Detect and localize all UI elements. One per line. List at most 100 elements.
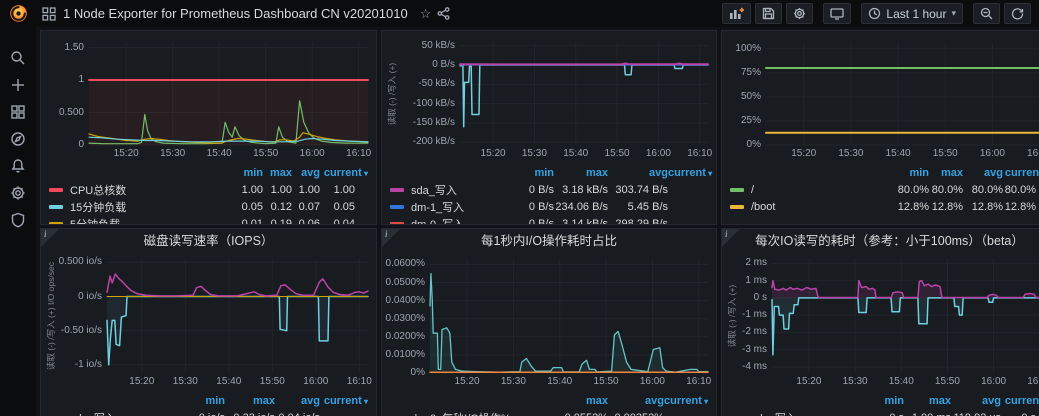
disk-iops-chart[interactable]: 0.500 io/s 0 io/s -0.50 io/s -1 io/s 15:20 15… xyxy=(41,251,376,391)
filesystem-chart[interactable]: 100% 75% 50% 25% 0% 15:20 15:30 15:40 15:50 16:00… xyxy=(722,31,1039,163)
chart-svg[interactable] xyxy=(382,31,716,163)
series-color-swatch[interactable] xyxy=(390,187,404,192)
sort-caret-icon: ▾ xyxy=(705,169,713,178)
legend-series-toggle[interactable]: dm-0_写入 xyxy=(390,216,514,224)
legend-col-max[interactable]: max xyxy=(928,395,951,407)
legend-series-toggle[interactable]: 5分钟负载 xyxy=(49,216,219,224)
legend-col-current[interactable]: current ▾ xyxy=(668,167,713,179)
zoom-out-button[interactable] xyxy=(973,3,1000,24)
explore-compass-icon[interactable] xyxy=(5,125,32,152)
legend-value: 0.04 xyxy=(333,217,355,225)
legend-col-avg[interactable]: avg xyxy=(645,395,664,407)
legend-row: dm-1_写入 0 B/s 234.06 B/s 5.45 B/s xyxy=(390,198,708,215)
x-tick-label: 15:40 xyxy=(885,148,911,159)
legend-col-avg[interactable]: avg xyxy=(301,167,320,179)
legend-col-max[interactable]: max xyxy=(252,395,275,407)
legend-series-toggle[interactable]: / xyxy=(730,184,889,196)
x-tick-label: 15:30 xyxy=(172,376,198,387)
refresh-button[interactable] xyxy=(1004,3,1031,24)
dashboard-title[interactable]: 1 Node Exporter for Prometheus Dashboard… xyxy=(63,6,408,21)
legend-col-min[interactable]: min xyxy=(243,167,263,179)
legend-col-avg[interactable]: avg xyxy=(982,395,1001,407)
server-admin-shield-icon[interactable] xyxy=(5,206,32,233)
legend-col-min[interactable]: min xyxy=(534,167,554,179)
legend-col-min[interactable]: min xyxy=(205,395,225,407)
series-line-5分钟负载 xyxy=(88,132,369,144)
alerting-bell-icon[interactable] xyxy=(5,152,32,179)
legend-col-avg[interactable]: avg xyxy=(649,167,668,179)
panel-title[interactable]: 磁盘读写速率（IOPS） xyxy=(143,234,274,248)
configuration-gear-icon[interactable] xyxy=(5,179,32,206)
legend-series-toggle[interactable]: sda_写入 xyxy=(49,410,185,416)
disk-bytes-chart[interactable]: 50 kB/s 0 B/s -50 kB/s -100 kB/s -150 kB/s -2… xyxy=(382,31,716,163)
series-color-swatch[interactable] xyxy=(49,187,63,192)
panel-info-icon[interactable]: i xyxy=(722,229,740,247)
y-tick-label: 0.0100% xyxy=(385,348,425,360)
legend-col-max[interactable]: max xyxy=(585,395,608,407)
legend-col-current[interactable]: current ▾ xyxy=(1004,167,1039,179)
legend-col-min[interactable]: min xyxy=(909,167,929,179)
series-color-swatch[interactable] xyxy=(390,221,404,224)
y-tick-label: 50% xyxy=(740,90,761,102)
panel-info-icon[interactable]: i xyxy=(41,229,59,247)
dashboards-icon[interactable] xyxy=(5,98,32,125)
x-tick-label: 16:10 xyxy=(686,376,712,387)
legend-col-avg[interactable]: avg xyxy=(301,395,320,407)
search-icon[interactable] xyxy=(5,44,32,71)
share-icon[interactable] xyxy=(437,7,450,20)
dashboard-settings-button[interactable] xyxy=(786,3,814,24)
legend-col-max[interactable]: max xyxy=(269,167,292,179)
legend-row: CPU总核数 1.00 1.00 1.00 1.00 xyxy=(49,181,368,198)
time-range-picker[interactable]: Last 1 hour ▾ xyxy=(861,3,963,24)
chart-svg[interactable] xyxy=(382,251,716,391)
legend-series-toggle[interactable]: sda_写入 xyxy=(390,182,514,198)
legend-series-toggle[interactable]: sda_写入 xyxy=(730,410,859,416)
legend-series-toggle[interactable]: dm-1_写入 xyxy=(390,199,514,215)
clock-icon xyxy=(869,7,881,20)
x-tick-label: 15:40 xyxy=(563,148,589,159)
chart-svg[interactable] xyxy=(722,251,1039,391)
io-time-percent-chart[interactable]: 0.0600% 0.0500% 0.0400% 0.0300% 0.0200% 0.010… xyxy=(382,251,716,391)
save-dashboard-button[interactable] xyxy=(755,3,783,24)
panel-io-latency: i 每次IO读写的耗时（参考：小于100ms）（beta） 2 ms 1 ms 0 … xyxy=(721,228,1039,416)
y-tick-label: -2 ms xyxy=(742,326,767,338)
series-color-swatch[interactable] xyxy=(730,187,744,192)
dashboard-grid-icon[interactable] xyxy=(42,6,56,21)
legend-col-max[interactable]: max xyxy=(940,167,963,179)
legend-value: 12.8% xyxy=(931,200,963,213)
legend-series-toggle[interactable]: 15分钟负载 xyxy=(49,199,219,215)
series-line-sda_读取 xyxy=(771,297,1039,356)
legend-value: 0 s xyxy=(859,412,904,416)
legend-series-toggle[interactable]: CPU总核数 xyxy=(49,182,219,198)
y-tick-label: 0 io/s xyxy=(78,290,102,302)
series-color-swatch[interactable] xyxy=(390,204,404,209)
panel-title[interactable]: 每1秒内I/O操作耗时占比 xyxy=(480,234,618,248)
cpu-load-chart[interactable]: 1.50 1 0.500 0 15:20 15:30 15:40 15:50 16:00 16:1… xyxy=(41,31,376,163)
chart-svg[interactable] xyxy=(722,31,1039,163)
star-icon[interactable]: ☆ xyxy=(419,5,432,21)
chart-svg[interactable] xyxy=(41,251,376,391)
chart-svg[interactable] xyxy=(41,31,376,163)
legend-col-current[interactable]: current ▾ xyxy=(1004,395,1039,407)
cycle-view-mode-button[interactable] xyxy=(823,3,852,24)
panel-info-icon[interactable]: i xyxy=(382,229,400,247)
legend-row: sda_写入 0 B/s 3.18 kB/s 303.74 B/s xyxy=(390,181,708,198)
legend-series-toggle[interactable]: dm-0_每秒I/O操作% xyxy=(390,410,548,416)
y-tick-label: 0.0600% xyxy=(385,258,425,270)
series-color-swatch[interactable] xyxy=(49,221,63,224)
panel-filesystem-usage: 100% 75% 50% 25% 0% 15:20 15:30 15:40 15:50 16:00… xyxy=(721,30,1039,225)
series-color-swatch[interactable] xyxy=(49,204,63,209)
io-latency-chart[interactable]: 2 ms 1 ms 0 s -1 ms -2 ms -3 ms -4 ms 15:20 15:3… xyxy=(722,251,1039,391)
grafana-logo[interactable] xyxy=(0,0,36,27)
panel-title[interactable]: 每次IO读写的耗时（参考：小于100ms）（beta） xyxy=(755,234,1024,248)
legend-col-current[interactable]: current ▾ xyxy=(664,395,709,407)
legend-col-avg[interactable]: avg xyxy=(984,167,1003,179)
legend-col-max[interactable]: max xyxy=(585,167,608,179)
legend-col-current[interactable]: current ▾ xyxy=(323,395,368,407)
add-panel-button[interactable] xyxy=(722,3,752,24)
legend-series-toggle[interactable]: /boot xyxy=(730,201,889,213)
legend-col-min[interactable]: min xyxy=(884,395,904,407)
create-plus-icon[interactable] xyxy=(5,71,32,98)
series-color-swatch[interactable] xyxy=(730,204,744,209)
legend-col-current[interactable]: current ▾ xyxy=(323,167,368,179)
